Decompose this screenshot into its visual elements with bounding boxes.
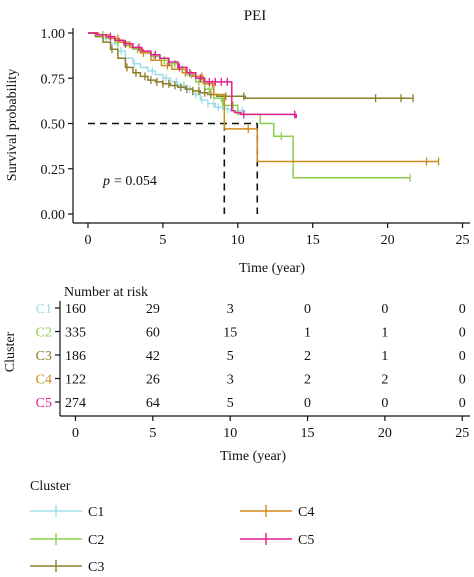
risk-cell: 26 [146, 373, 160, 388]
risk-x-tick-label: 10 [223, 426, 237, 441]
risk-cell: 0 [459, 326, 466, 341]
risk-cell: 2 [304, 349, 311, 364]
risk-cell: 29 [146, 302, 160, 317]
legend-label: C4 [298, 505, 314, 520]
series-c2 [88, 30, 411, 182]
risk-cell: 60 [146, 326, 160, 341]
legend-item-c2: C2 [30, 533, 104, 548]
x-tick-label: 25 [456, 233, 470, 248]
risk-table: Number at risk Cluster Time (year) 0 5 10 1… [3, 285, 470, 464]
risk-cell: 3 [227, 373, 234, 388]
risk-x-tick-label: 20 [378, 426, 392, 441]
risk-x-tick-label: 5 [149, 426, 156, 441]
x-tick-label: 15 [306, 233, 320, 248]
risk-cell: 5 [227, 349, 234, 364]
risk-row-label: C3 [36, 349, 52, 364]
y-tick-label: 0.25 [41, 163, 66, 178]
series-c4 [88, 32, 440, 166]
risk-cell: 0 [381, 302, 388, 317]
legend-label: C2 [88, 533, 104, 548]
survival-curve-c4 [88, 32, 439, 163]
risk-row-label: C4 [36, 373, 52, 388]
legend-item-c1: C1 [30, 505, 104, 520]
risk-cell: 2 [304, 373, 311, 388]
risk-cell: 0 [459, 349, 466, 364]
risk-cell: 5 [227, 396, 234, 411]
series-c3 [88, 32, 414, 103]
x-axis-label: Time (year) [239, 261, 305, 276]
legend: Cluster C1 C2 C3 C4 C5 [30, 479, 314, 575]
risk-cell: 1 [304, 326, 311, 341]
risk-cell: 2 [381, 373, 388, 388]
risk-cell: 0 [459, 302, 466, 317]
risk-table-y-label: Cluster [3, 331, 18, 372]
risk-cell: 64 [146, 396, 160, 411]
x-tick-label: 20 [381, 233, 395, 248]
survival-plot: PEI Survival probability Time (year) 0.0… [5, 8, 470, 276]
risk-x-tick-label: 25 [455, 426, 469, 441]
legend-label: C5 [298, 533, 314, 548]
risk-cell: 186 [65, 349, 86, 364]
x-tick-label: 10 [231, 233, 245, 248]
p-value: = 0.054 [114, 174, 157, 189]
p-value-annotation: p = 0.054 [102, 174, 157, 189]
risk-cell: 274 [65, 396, 86, 411]
x-tick-label: 5 [159, 233, 166, 248]
x-tick-label: 0 [84, 233, 91, 248]
series-c5 [88, 32, 297, 119]
y-tick-label: 0.75 [41, 72, 66, 87]
y-tick-label: 1.00 [41, 27, 66, 42]
risk-cell: 0 [304, 396, 311, 411]
y-tick-label: 0.50 [41, 118, 66, 133]
risk-cell: 3 [227, 302, 234, 317]
risk-cell: 42 [146, 349, 160, 364]
y-axis-label: Survival probability [5, 69, 20, 181]
series-c1 [88, 32, 246, 115]
risk-cell: 0 [459, 373, 466, 388]
survival-curve-c3 [88, 32, 414, 99]
risk-row-label: C1 [36, 302, 52, 317]
risk-table-x-label: Time (year) [220, 449, 286, 464]
survival-curve-c1 [88, 32, 246, 112]
legend-item-c5: C5 [240, 533, 314, 548]
risk-x-tick-label: 15 [301, 426, 315, 441]
risk-cell: 160 [65, 302, 86, 317]
risk-cell: 0 [459, 396, 466, 411]
risk-table-title: Number at risk [64, 285, 148, 300]
legend-label: C3 [88, 560, 104, 575]
risk-cell: 335 [65, 326, 86, 341]
y-tick-label: 0.00 [41, 208, 66, 223]
p-symbol: p [102, 174, 110, 189]
legend-item-c3: C3 [30, 560, 104, 575]
risk-row-label: C5 [36, 396, 52, 411]
risk-cell: 1 [381, 326, 388, 341]
risk-cell: 1 [381, 349, 388, 364]
risk-cell: 15 [223, 326, 237, 341]
legend-label: C1 [88, 505, 104, 520]
risk-cell: 0 [304, 302, 311, 317]
plot-title: PEI [244, 8, 267, 24]
risk-x-tick-label: 0 [72, 426, 79, 441]
legend-title: Cluster [30, 479, 71, 494]
risk-cell: 122 [65, 373, 86, 388]
legend-item-c4: C4 [240, 505, 314, 520]
survival-curve-c2 [88, 32, 411, 179]
risk-row-label: C2 [36, 326, 52, 341]
risk-cell: 0 [381, 396, 388, 411]
